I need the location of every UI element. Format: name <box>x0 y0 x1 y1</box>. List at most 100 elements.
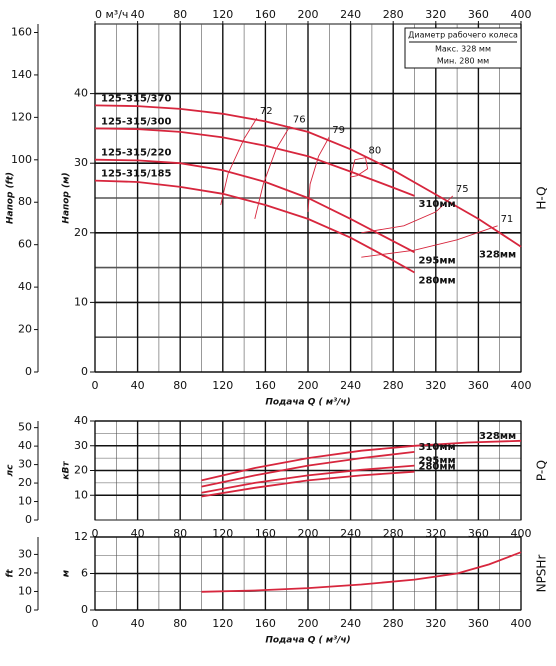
x-tick-label: 320 <box>425 379 446 392</box>
y-tick-label: 0 <box>81 603 88 616</box>
efficiency-label: 75 <box>456 184 469 195</box>
curve <box>201 551 522 593</box>
y2-tick-label: 40 <box>18 439 32 452</box>
series-name: 125-315/185 <box>101 169 171 180</box>
y-tick-label: 20 <box>74 226 88 239</box>
series-label: 280мм <box>419 462 456 473</box>
y2-axis-title: Напор (ft) <box>6 172 16 224</box>
y-tick-label: 40 <box>74 87 88 100</box>
y-tick-label: 6 <box>81 567 88 580</box>
efficiency-label: 72 <box>260 106 273 117</box>
y2-tick-label: 140 <box>11 68 32 81</box>
curve <box>94 104 522 248</box>
legend-box <box>404 27 522 69</box>
y-tick-label: 40 <box>74 414 88 427</box>
y2-tick-label: 10 <box>18 584 32 597</box>
x-tick-label: 280 <box>383 379 404 392</box>
x2-tick-label: 240 <box>340 8 361 21</box>
x-tick-label: 40 <box>131 617 145 630</box>
series-label: 328мм <box>479 250 516 261</box>
series-name: 125-315/300 <box>101 116 171 127</box>
x-tick-label: 120 <box>212 379 233 392</box>
efficiency-label: 71 <box>501 214 514 225</box>
y2-tick-label: 20 <box>18 476 32 489</box>
efficiency-line <box>254 126 291 220</box>
y2-tick-label: 10 <box>18 495 32 508</box>
y-tick-label: 10 <box>74 488 88 501</box>
x2-tick-label: 0 м³/ч <box>95 8 128 21</box>
series-label: 328мм <box>479 431 516 442</box>
y-tick-label: 0 <box>81 365 88 378</box>
x-tick-label: 0 <box>92 379 99 392</box>
panel-title: P-Q <box>535 460 549 481</box>
y2-tick-label: 40 <box>18 280 32 293</box>
y-axis-title: кВт <box>62 461 72 480</box>
x-tick-label: 40 <box>131 379 145 392</box>
y2-tick-label: 120 <box>11 110 32 123</box>
x2-tick-label: 40 <box>131 8 145 21</box>
y-tick-label: 30 <box>74 156 88 169</box>
legend-title: Диаметр рабочего колеса <box>408 31 518 40</box>
legend: Диаметр рабочего колеса Макс. 328 мм Мин… <box>404 27 522 69</box>
curve <box>94 158 415 254</box>
x-tick-label: 0 <box>92 617 99 630</box>
y2-axis-title: лс <box>6 464 16 477</box>
x2-tick-label: 400 <box>511 8 532 21</box>
efficiency-line <box>350 157 369 178</box>
x-tick-label: 0 <box>92 527 99 540</box>
y2-tick-label: 0 <box>25 603 32 616</box>
y2-tick-label: 30 <box>18 458 32 471</box>
series-label: 295мм <box>419 456 456 467</box>
panel-title: H-Q <box>535 186 549 209</box>
y2-tick-label: 20 <box>18 323 32 336</box>
y2-tick-label: 60 <box>18 238 32 251</box>
y2-tick-label: 160 <box>11 25 32 38</box>
series-label: 310мм <box>419 199 456 210</box>
x-axis-title: Подача Q ( м³/ч) <box>265 398 350 408</box>
y2-tick-label: 80 <box>18 195 32 208</box>
x2-tick-label: 160 <box>255 8 276 21</box>
y2-tick-label: 100 <box>11 153 32 166</box>
curve <box>94 127 415 197</box>
x-tick-label: 200 <box>298 617 319 630</box>
series-name: 125-315/370 <box>101 93 171 104</box>
series-label: 310мм <box>419 442 456 453</box>
efficiency-line <box>361 225 498 258</box>
x-tick-label: 200 <box>298 379 319 392</box>
x-tick-label: 400 <box>511 379 532 392</box>
x-tick-label: 280 <box>383 617 404 630</box>
x-tick-label: 160 <box>255 379 276 392</box>
curve <box>201 470 415 498</box>
series-label: 295мм <box>419 255 456 266</box>
x-tick-label: 160 <box>255 617 276 630</box>
panel: 0 40 80 120 160 200 240 280 320 360 40010203040010… <box>6 414 549 540</box>
y-tick-label: 12 <box>74 530 88 543</box>
y2-tick-label: 0 <box>25 513 32 526</box>
efficiency-label: 80 <box>369 146 382 157</box>
curve <box>201 464 415 494</box>
y2-axis-title: ft <box>6 569 16 578</box>
x2-tick-label: 200 <box>298 8 319 21</box>
x2-tick-label: 320 <box>425 8 446 21</box>
y-tick-label: 20 <box>74 464 88 477</box>
series-name: 125-315/220 <box>101 148 171 159</box>
x2-tick-label: 80 <box>173 8 187 21</box>
curve <box>201 451 415 488</box>
y-tick-label: 10 <box>74 295 88 308</box>
x-tick-label: 80 <box>173 379 187 392</box>
efficiency-line <box>220 117 258 206</box>
x-tick-label: 80 <box>173 617 187 630</box>
legend-line: Макс. 328 мм <box>435 45 491 54</box>
curve <box>201 439 522 482</box>
x2-tick-label: 280 <box>383 8 404 21</box>
efficiency-label: 79 <box>332 125 345 136</box>
panel: 0 40 80 120 160 200 240 280 320 360 40006120102030… <box>6 530 549 646</box>
x-tick-label: 120 <box>212 617 233 630</box>
efficiency-label: 76 <box>293 114 306 125</box>
series-label: 280мм <box>419 275 456 286</box>
y2-tick-label: 30 <box>18 547 32 560</box>
y-tick-label: 30 <box>74 439 88 452</box>
x-axis-title: Подача Q ( м³/ч) <box>265 636 350 646</box>
